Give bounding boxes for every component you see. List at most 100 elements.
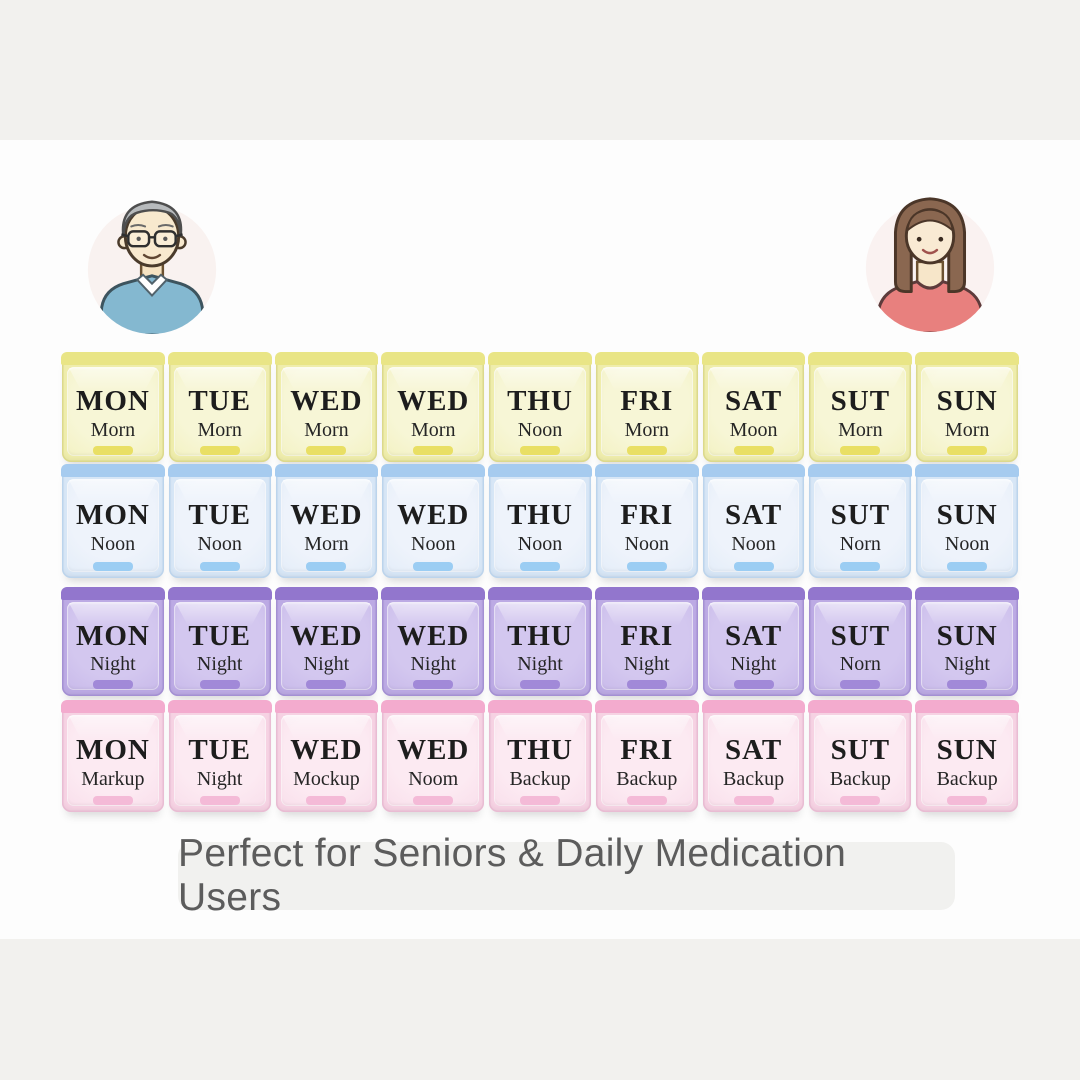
hinge-strip	[167, 464, 272, 477]
bottom-background-band	[0, 939, 1080, 1080]
pill-compartment: WED Night	[274, 587, 379, 696]
compartment-time-label: Night	[90, 653, 136, 676]
pill-compartment: FRI Morn	[594, 352, 699, 462]
hinge-strip	[61, 700, 165, 713]
compartment-time-label: Noon	[731, 532, 776, 555]
compartment-lid	[921, 602, 1014, 690]
compartment-time-label: Morn	[838, 418, 883, 441]
woman-avatar	[865, 197, 995, 332]
compartment-lid	[280, 602, 373, 690]
compartment-text: THU Backup	[489, 700, 591, 812]
compartment-text: TUE Morn	[169, 352, 271, 462]
compartment-text: SUN Noon	[916, 464, 1018, 578]
lid-tab	[626, 446, 667, 455]
compartment-day-label: SAT	[724, 385, 783, 418]
hinge-strip	[274, 464, 379, 477]
compartment-day-label: SAT	[724, 619, 783, 652]
compartment-text: SUT Norn	[809, 587, 911, 696]
lid-tab	[520, 796, 561, 805]
hinge-strip	[808, 464, 913, 477]
compartment-time-label: Morn	[624, 418, 670, 441]
compartment-day-label: WED	[290, 619, 363, 652]
compartment-time-label: Noon	[944, 532, 990, 555]
compartment-text: FRI Noon	[596, 464, 698, 578]
hinge-strip	[488, 587, 592, 600]
compartment-lid	[600, 602, 693, 690]
pill-compartment: SUN Night	[915, 587, 1020, 696]
pill-compartment: TUE Noon	[167, 464, 272, 578]
hinge-strip	[701, 464, 806, 477]
compartment-lid	[600, 367, 693, 456]
hinge-strip	[915, 352, 1020, 365]
lid-tab	[413, 446, 454, 455]
compartment-lid	[173, 602, 266, 690]
compartment-time-label: Night	[196, 653, 243, 676]
hinge-strip	[488, 464, 592, 477]
hinge-strip	[594, 352, 699, 365]
compartment-day-label: THU	[507, 619, 573, 652]
compartment-lid	[173, 715, 266, 806]
pill-compartment: FRI Night	[594, 587, 699, 696]
compartment-day-label: SAT	[724, 734, 783, 767]
pill-compartment: MON Noon	[61, 464, 165, 578]
compartment-lid	[921, 479, 1014, 572]
compartment-lid	[707, 479, 800, 572]
compartment-text: FRI Night	[596, 587, 698, 696]
hinge-strip	[594, 587, 699, 600]
compartment-day-label: THU	[507, 499, 573, 532]
compartment-time-label: Backup	[616, 767, 678, 790]
hinge-strip	[808, 587, 913, 600]
compartment-lid	[280, 367, 373, 456]
compartment-time-label: Night	[730, 653, 777, 676]
pill-compartment: TUE Night	[167, 700, 272, 812]
pill-compartment: SUT Norn	[808, 464, 913, 578]
lid-tab	[733, 796, 774, 805]
compartment-text: SUT Backup	[809, 700, 911, 812]
pill-compartment: WED Night	[381, 587, 486, 696]
compartment-time-label: Night	[196, 767, 243, 790]
compartment-text: SAT Noon	[703, 464, 805, 578]
compartment-time-label: Noom	[408, 767, 459, 790]
lid-tab	[840, 796, 881, 805]
compartment-text: WED Night	[382, 587, 484, 696]
compartment-day-label: FRI	[620, 734, 674, 767]
pill-compartment: MON Night	[61, 587, 165, 696]
pill-compartment: SUT Morn	[808, 352, 913, 462]
compartment-lid	[707, 367, 800, 456]
lid-tab	[199, 446, 240, 455]
caption-text: Perfect for Seniors & Daily Medication U…	[178, 832, 847, 919]
compartment-text: WED Morn	[276, 464, 378, 578]
compartment-text: THU Noon	[489, 464, 591, 578]
hinge-strip	[167, 700, 272, 713]
compartment-lid	[387, 715, 480, 806]
compartment-text: WED Noon	[382, 464, 484, 578]
compartment-lid	[173, 367, 266, 456]
pill-compartment: MON Markup	[61, 700, 165, 812]
lid-tab	[733, 680, 774, 689]
hinge-strip	[381, 352, 486, 365]
hinge-strip	[915, 587, 1020, 600]
pill-compartment: THU Noon	[488, 464, 592, 578]
compartment-text: WED Morn	[276, 352, 378, 462]
hinge-strip	[167, 352, 272, 365]
compartment-text: TUE Noon	[169, 464, 271, 578]
compartment-lid	[280, 479, 373, 572]
lid-tab	[306, 562, 347, 571]
compartment-day-label: WED	[397, 385, 470, 418]
compartment-text: MON Night	[62, 587, 164, 696]
compartment-lid	[921, 715, 1014, 806]
compartment-text: MON Noon	[62, 464, 164, 578]
compartment-lid	[387, 602, 480, 690]
compartment-time-label: Markup	[81, 767, 145, 790]
compartment-lid	[814, 715, 907, 806]
lid-tab	[947, 680, 988, 689]
compartment-day-label: THU	[507, 385, 573, 418]
compartment-lid	[387, 479, 480, 572]
compartment-lid	[707, 602, 800, 690]
compartment-day-label: SUT	[830, 734, 891, 767]
compartment-day-label: SUT	[830, 619, 891, 652]
compartment-lid	[67, 367, 159, 456]
compartment-day-label: WED	[397, 734, 470, 767]
hinge-strip	[701, 700, 806, 713]
